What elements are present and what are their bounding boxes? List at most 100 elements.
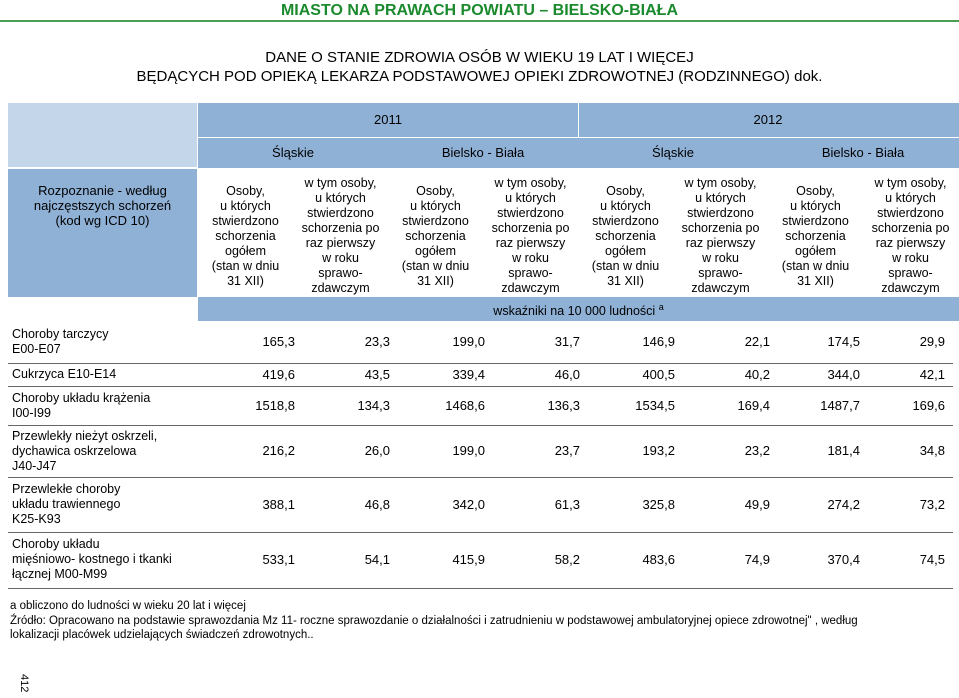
table-cell: 325,8 — [642, 496, 675, 512]
units-note-sup: a — [658, 302, 664, 312]
column-header-3: Osoby, u których stwierdzono schorzenia ogół… — [389, 184, 482, 289]
table-cell: 181,4 — [827, 443, 860, 458]
row-label-line: Przewlekłe choroby — [12, 482, 121, 496]
table-cell: 199,0 — [452, 443, 485, 458]
column-header-line: 31 XII) — [417, 274, 454, 288]
row-label-line: dychawica oskrzelowa — [12, 443, 137, 458]
column-header-line: raz pierwszy — [305, 236, 376, 250]
column-header-line: schorzenia — [405, 229, 466, 243]
column-header-line: sprawo- — [508, 266, 553, 280]
column-header-line: zdawczym — [691, 281, 750, 295]
header-diagnosis-bg — [8, 168, 197, 297]
table-cell: 23,7 — [554, 443, 580, 458]
column-header-line: Osoby, — [416, 184, 455, 198]
year-2011: 2011 — [374, 112, 402, 127]
row-label-line: Choroby układu — [12, 537, 100, 551]
column-header-line: u których — [315, 191, 366, 205]
source-line2: lokalizacji placówek udzielających świad… — [10, 629, 314, 641]
table-cell: 400,5 — [642, 366, 675, 382]
column-header-line: u których — [220, 199, 271, 213]
table-cell: 34,8 — [919, 443, 945, 458]
column-header-line: w tym osoby, — [874, 176, 947, 190]
table-cell: 388,1 — [262, 496, 295, 512]
column-header-line: raz pierwszy — [495, 236, 566, 250]
row-label: Przewlekły nieżyt oskrzeli, dychawica osk… — [12, 429, 157, 474]
region-bielsko-2012: Bielsko - Biała — [821, 145, 905, 160]
region-slaskie-2012: Śląskie — [652, 145, 694, 160]
table-cell: 22,1 — [744, 334, 770, 349]
table-cell: 216,2 — [262, 443, 295, 458]
table-cell: 193,2 — [642, 443, 675, 458]
table-cell: 169,6 — [912, 397, 945, 413]
row-label-line: K25-K93 — [12, 512, 61, 526]
row-divider — [8, 477, 953, 478]
region-slaskie-2011: Śląskie — [272, 145, 314, 160]
table-cell: 54,1 — [364, 551, 390, 567]
column-header-line: schorzenia — [785, 229, 846, 243]
table-cell: 61,3 — [554, 496, 580, 512]
banner: MIASTO NA PRAWACH POWIATU – BIELSKO-BIAŁ… — [0, 0, 959, 22]
row-divider — [8, 386, 953, 387]
diagnosis-header-line: Rozpoznanie - według — [38, 183, 167, 198]
table-cell: 73,2 — [919, 496, 945, 512]
table-cell: 58,2 — [554, 551, 580, 567]
column-header-line: Osoby, — [606, 184, 645, 198]
row-label-line: mięśniowo- kostnego i tkanki — [12, 552, 172, 566]
table-cell: 370,4 — [827, 551, 860, 567]
column-header-line: stwierdzono — [402, 214, 469, 228]
table-cell: 43,5 — [364, 366, 390, 382]
column-header-6: w tym osoby, u których stwierdzono schorzen… — [674, 176, 767, 296]
header-regions-bg — [198, 137, 959, 168]
row-label-line: E00-E07 — [12, 342, 61, 356]
table-cell: 165,3 — [262, 334, 295, 349]
header-corner — [8, 103, 197, 167]
column-header-line: w tym osoby, — [684, 176, 757, 190]
table-bottom-rule — [8, 588, 953, 589]
column-header-line: zdawczym — [311, 281, 370, 295]
row-label: Cukrzyca E10-E14 — [12, 367, 116, 382]
column-header-line: stwierdzono — [877, 206, 944, 220]
column-header-line: sprawo- — [888, 266, 933, 280]
table-cell: 274,2 — [827, 496, 860, 512]
banner-rule — [0, 20, 959, 22]
column-header-5: Osoby, u których stwierdzono schorzenia ogół… — [579, 184, 672, 289]
row-label-line: I00-I99 — [12, 405, 51, 420]
table-cell: 419,6 — [262, 366, 295, 382]
table-cell: 134,3 — [357, 397, 390, 413]
column-header-line: stwierdzono — [497, 206, 564, 220]
column-header-line: u których — [410, 199, 461, 213]
column-header-line: 31 XII) — [227, 274, 264, 288]
table-cell: 23,2 — [744, 443, 770, 458]
column-header-line: w roku — [322, 251, 359, 265]
document-title-line1: DANE O STANIE ZDROWIA OSÓB W WIEKU 19 LA… — [265, 49, 694, 66]
column-header-line: sprawo- — [318, 266, 363, 280]
table-cell: 146,9 — [642, 334, 675, 349]
column-header-line: (stan w dniu — [591, 259, 660, 273]
region-bielsko-2011: Bielsko - Biała — [441, 145, 525, 160]
column-header-line: zdawczym — [881, 281, 940, 295]
table-cell: 344,0 — [827, 366, 860, 382]
footnote-a: a obliczono do ludności w wieku 20 lat i… — [10, 600, 246, 612]
row-label-line: J40-J47 — [12, 458, 57, 473]
row-label-line: łącznej M00-M99 — [12, 567, 108, 581]
column-header-line: (stan w dniu — [211, 259, 280, 273]
row-label-line: układu trawiennego — [12, 497, 121, 511]
column-header-line: schorzenia — [595, 229, 656, 243]
column-header-line: ogółem — [795, 244, 836, 258]
column-header-line: ogółem — [415, 244, 456, 258]
column-header-line: u których — [885, 191, 936, 205]
table-cell: 199,0 — [452, 334, 485, 349]
column-header-line: stwierdzono — [592, 214, 659, 228]
column-header-line: (stan w dniu — [781, 259, 850, 273]
banner-title: MIASTO NA PRAWACH POWIATU – BIELSKO-BIAŁ… — [280, 2, 679, 19]
row-divider — [8, 363, 953, 364]
row-label: Przewlekłe choroby układu trawiennego K25-… — [12, 482, 120, 527]
table-cell: 1487,7 — [820, 397, 860, 413]
table-cell: 533,1 — [262, 551, 295, 567]
table-cell: 40,2 — [744, 366, 770, 382]
table-cell: 26,0 — [364, 443, 390, 458]
column-header-2: w tym osoby, u których stwierdzono schorzen… — [294, 176, 387, 296]
table-cell: 1518,8 — [255, 397, 295, 413]
row-label: Choroby układu mięśniowo- kostnego i tkan… — [12, 537, 172, 582]
column-header-8: w tym osoby, u których stwierdzono schorzen… — [864, 176, 957, 296]
